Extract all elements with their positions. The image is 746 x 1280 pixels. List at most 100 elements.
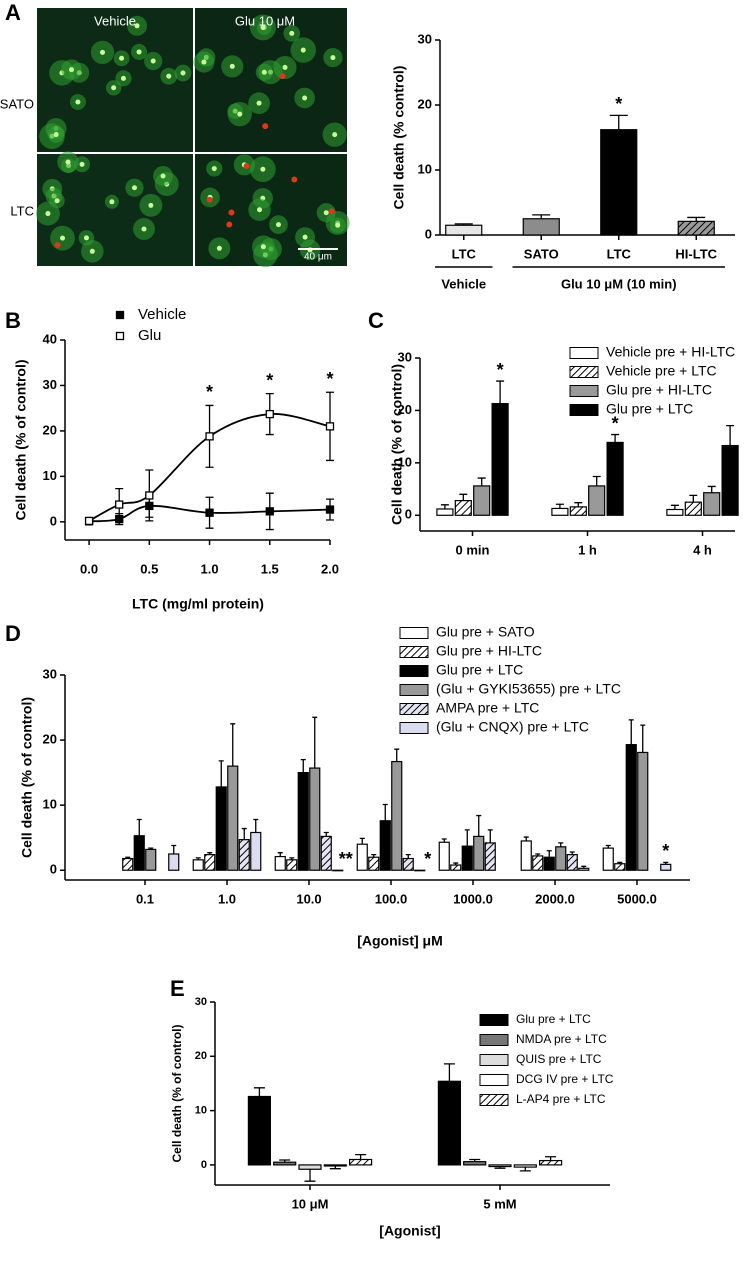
legend-swatch: [399, 627, 429, 639]
x-axis-label: [Agonist]: [379, 1223, 440, 1239]
legend-label: Glu pre + SATO: [436, 624, 535, 640]
annotation: *: [662, 841, 669, 861]
legend-swatch: [479, 1034, 509, 1046]
bar: [227, 765, 239, 871]
cell-body: [136, 49, 142, 55]
marker: [205, 432, 214, 441]
cell-body: [53, 132, 59, 138]
legend-label: Glu pre + LTC: [606, 401, 693, 417]
bar: [298, 1164, 322, 1170]
bar: [437, 1080, 461, 1166]
annotation: *: [206, 382, 213, 402]
dead-cell: [243, 162, 250, 169]
error-bar: [609, 114, 628, 130]
x-tick-label: 1.5: [261, 561, 279, 576]
marker: [265, 409, 274, 419]
bar: [323, 1164, 347, 1167]
bar: [703, 492, 721, 516]
legend-swatch: [479, 1014, 509, 1026]
error-bar: [628, 719, 634, 745]
cell-body: [330, 55, 336, 61]
y-axis-label: Cell death (% of control): [389, 364, 405, 525]
cell-body: [201, 59, 207, 65]
error-bar: [171, 844, 177, 854]
error-bar: [476, 814, 482, 837]
dead-cell: [228, 209, 235, 216]
bar: [250, 831, 262, 871]
error-bar: [312, 716, 318, 769]
group-label: Glu 10 μM (10 min): [561, 276, 677, 291]
cell-body: [260, 24, 266, 30]
y-axis-label: Cell death (% of control): [19, 697, 35, 858]
marker: [205, 508, 214, 517]
legend-label: QUIS pre + LTC: [516, 1052, 602, 1066]
annotation: *: [612, 413, 619, 433]
annotation: *: [424, 849, 431, 869]
x-tick-label: LTC: [452, 246, 477, 261]
bar: [133, 835, 145, 871]
marker: [115, 500, 124, 509]
cell-body: [211, 166, 217, 172]
bar: [438, 841, 450, 871]
bar: [473, 835, 485, 871]
bar: [274, 855, 286, 871]
y-tick-label: 30: [195, 996, 207, 1008]
y-tick-label: 20: [43, 732, 57, 747]
bar: [721, 444, 739, 516]
bar: [551, 507, 569, 516]
bar: [566, 854, 578, 871]
bar: [473, 485, 491, 516]
bar: [677, 220, 715, 236]
cell-body: [332, 132, 338, 138]
bar: [543, 856, 555, 871]
error-bar: [394, 748, 400, 762]
error-bar: [464, 829, 470, 847]
annotation: **: [339, 849, 353, 869]
y-tick-label: 20: [418, 96, 432, 111]
cell-body: [45, 211, 51, 217]
bar: [513, 1164, 537, 1168]
marker: [145, 491, 154, 500]
bar: [286, 859, 298, 871]
bar: [488, 1164, 512, 1168]
y-tick-label: 0: [405, 507, 412, 522]
x-tick-label: 100.0: [375, 891, 408, 906]
error-bar: [545, 1156, 557, 1161]
error-bar: [574, 502, 583, 507]
error-bar: [253, 1087, 265, 1097]
cell-body: [257, 207, 263, 213]
cell-body: [120, 75, 126, 81]
y-tick-label: 0: [201, 1159, 207, 1171]
legend-swatch: [569, 404, 599, 416]
bar: [436, 508, 454, 516]
cell-body: [109, 199, 115, 205]
legend-marker: [115, 310, 125, 320]
legend-swatch: [399, 665, 429, 677]
y-tick-label: 10: [418, 161, 432, 176]
y-axis-label: Cell death (% of control): [13, 360, 29, 521]
bar: [520, 840, 532, 871]
annotation: *: [497, 360, 504, 380]
row-label: LTC: [10, 203, 34, 218]
bar: [332, 869, 344, 872]
panel-letter: C: [368, 308, 384, 333]
bar: [349, 1158, 373, 1166]
bar: [666, 508, 684, 516]
dead-cell: [54, 242, 61, 249]
bar: [602, 847, 614, 871]
y-tick-label: 40: [43, 331, 57, 346]
x-tick-label: 0.1: [136, 891, 154, 906]
dead-cell: [206, 196, 213, 203]
dead-cell: [262, 123, 269, 130]
bar: [538, 1159, 563, 1166]
cell-body: [111, 85, 117, 91]
error-bar: [443, 1063, 455, 1082]
x-tick-label: 0.0: [80, 561, 98, 576]
cell-body: [229, 63, 235, 69]
error-bar: [670, 504, 679, 510]
legend-label: Vehicle: [138, 306, 186, 323]
legend-label: Glu pre + HI-LTC: [436, 643, 542, 659]
error-bar: [440, 504, 449, 509]
cell-body: [100, 49, 106, 55]
